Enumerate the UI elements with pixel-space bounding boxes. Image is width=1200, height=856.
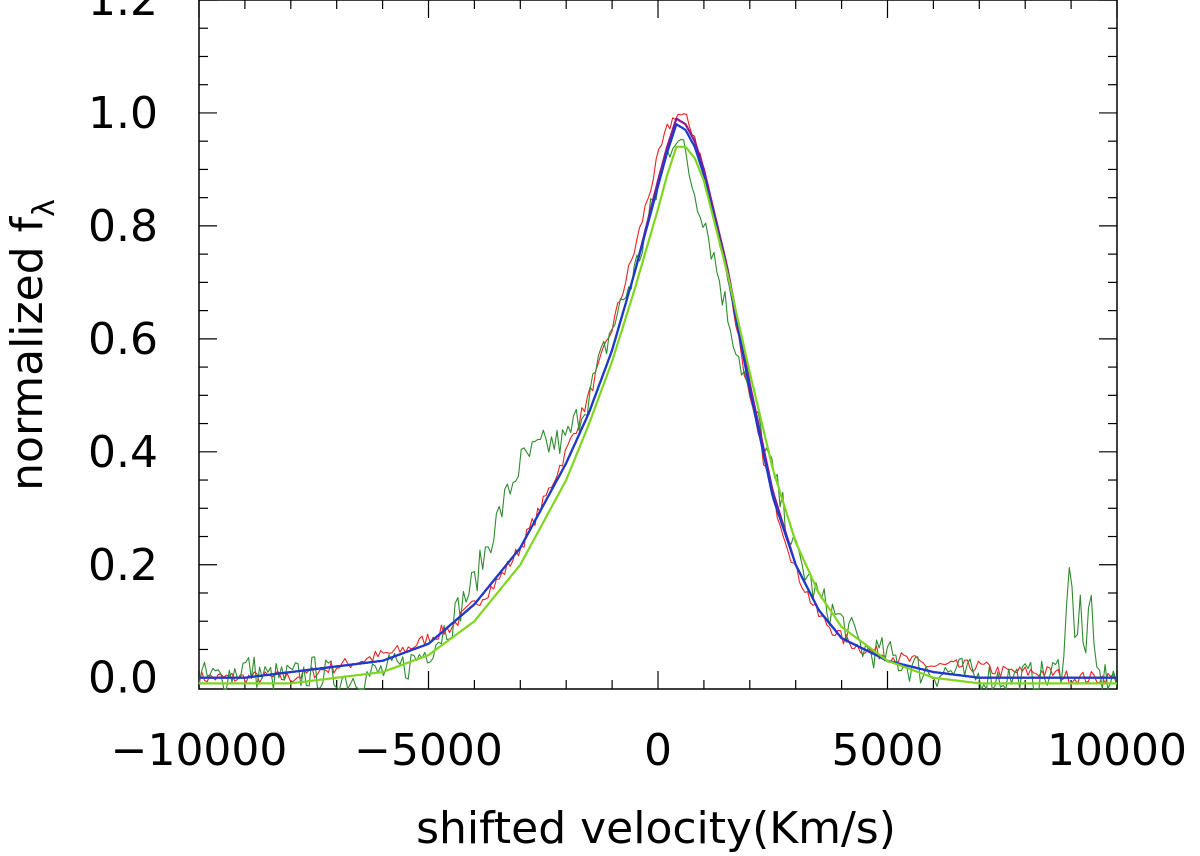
y-tick-label: 0.4 bbox=[88, 427, 158, 478]
series-lines bbox=[198, 113, 1117, 690]
x-tick-label: 5000 bbox=[832, 725, 944, 776]
y-axis-title-main: normalized f bbox=[2, 215, 53, 490]
y-axis-title: normalized fλ bbox=[2, 199, 62, 491]
series-line bbox=[199, 145, 1117, 685]
series-line bbox=[199, 123, 1117, 679]
y-tick-label: 0.2 bbox=[88, 540, 158, 591]
y-axis-title-subscript: λ bbox=[27, 199, 62, 217]
y-tick-label: 0.8 bbox=[88, 201, 158, 252]
series-line bbox=[199, 117, 1117, 679]
x-tick-label: 0 bbox=[644, 725, 672, 776]
y-tick-label: 1.2 bbox=[88, 0, 158, 26]
y-tick-label: 0.0 bbox=[88, 653, 158, 704]
y-tick-labels: 0.0 0.2 0.4 0.6 0.8 1.0 1.2 bbox=[88, 0, 158, 704]
x-tick-label: −10000 bbox=[111, 725, 288, 776]
series-line bbox=[198, 138, 1117, 690]
y-tick-label: 0.6 bbox=[88, 314, 158, 365]
y-tick-label: 1.0 bbox=[88, 88, 158, 139]
x-tick-label: −5000 bbox=[354, 725, 503, 776]
plot-frame bbox=[198, 0, 1118, 690]
x-tick-labels: −10000 −5000 0 5000 10000 bbox=[111, 725, 1187, 776]
x-tick-label: 10000 bbox=[1047, 725, 1187, 776]
series-line bbox=[198, 113, 1117, 685]
axis-ticks bbox=[198, 0, 1118, 689]
x-axis-title: shifted velocity(Km/s) bbox=[416, 803, 896, 854]
